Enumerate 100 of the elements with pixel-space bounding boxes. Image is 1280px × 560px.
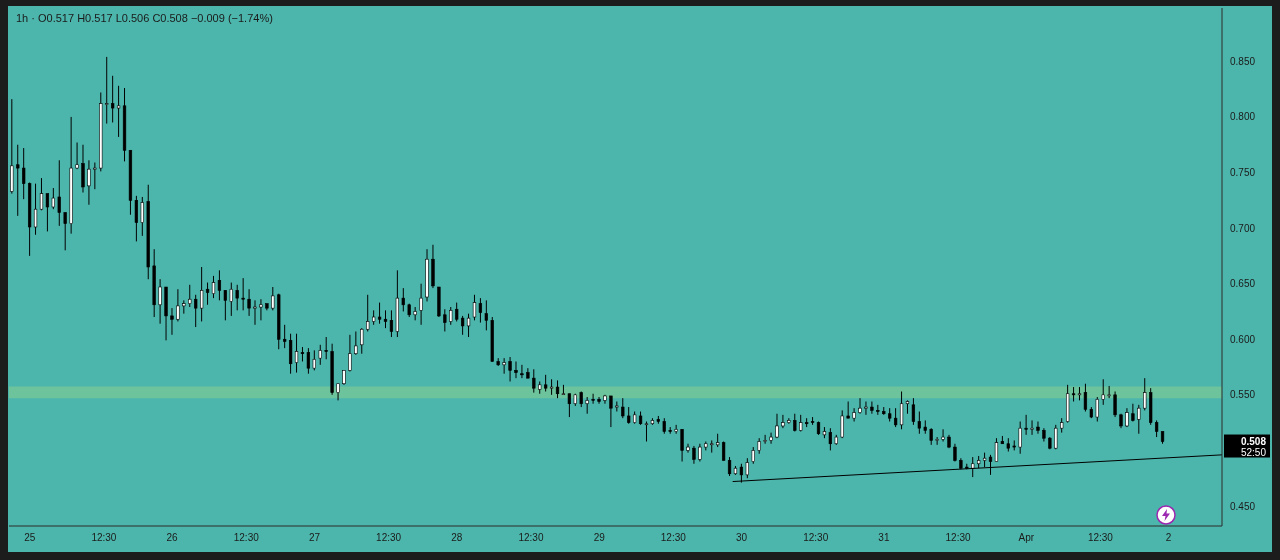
candlestick [105, 56, 109, 125]
candlestick [140, 196, 144, 237]
x-tick-label: 2 [1165, 532, 1172, 544]
candlestick [1143, 377, 1147, 411]
candlestick [1024, 414, 1028, 436]
candlestick [520, 364, 524, 379]
candlestick [1113, 391, 1117, 418]
y-tick-label: 0.450 [1230, 500, 1256, 512]
x-tick-label: 30 [735, 532, 748, 544]
candlestick [16, 144, 20, 217]
candlestick [194, 294, 198, 328]
y-tick-label: 0.750 [1230, 167, 1256, 179]
candlestick [170, 307, 174, 336]
candlestick [253, 299, 257, 326]
candlestick [158, 278, 162, 325]
x-tick-label: 12:30 [376, 532, 402, 544]
y-tick-label: 0.650 [1230, 278, 1256, 290]
candlestick [271, 286, 275, 311]
candlestick [1030, 419, 1034, 436]
chart-title: 1h · O0.517 H0.517 L0.506 C0.508 −0.009 (−1.74%) [16, 12, 273, 24]
candlestick [57, 159, 61, 227]
candlestick [312, 349, 316, 371]
candlestick [217, 269, 222, 301]
candlestick [567, 393, 572, 418]
candlestick [478, 297, 483, 324]
candlestick [1083, 383, 1088, 413]
candlestick [840, 409, 844, 439]
candlestick [1101, 378, 1105, 406]
candlestick [460, 315, 465, 336]
candlestick [318, 344, 322, 366]
candlestick [205, 282, 210, 306]
candlestick [941, 428, 945, 443]
candlestick [532, 368, 536, 394]
candlestick [680, 428, 684, 463]
candlestick [852, 407, 856, 423]
candlestick [116, 85, 121, 138]
candlestick [484, 299, 488, 331]
y-tick-label: 0.850 [1230, 55, 1256, 67]
x-tick-label: 12:30 [945, 532, 971, 544]
candlestick [710, 439, 714, 454]
candlestick [935, 436, 939, 446]
y-tick-label: 0.600 [1230, 333, 1256, 345]
candlestick [911, 397, 916, 426]
candlestick [502, 357, 506, 375]
candlestick [763, 434, 767, 445]
candlestick [348, 334, 352, 372]
x-tick-label: 12:30 [91, 532, 117, 544]
candlestick [377, 302, 382, 325]
candlestick [366, 294, 370, 332]
candlestick [828, 427, 832, 451]
candlestick [769, 432, 773, 445]
candlestick [93, 162, 97, 190]
candlestick [401, 287, 405, 312]
candlestick [45, 193, 50, 232]
x-tick-label: 29 [593, 532, 606, 544]
candlestick [87, 159, 91, 206]
candlestick [22, 147, 26, 200]
candlestick [870, 401, 874, 415]
x-tick-label: 28 [451, 532, 463, 544]
y-tick-label: 0.800 [1230, 111, 1256, 123]
candlestick [508, 356, 512, 382]
candlestick [176, 288, 180, 322]
candlestick [745, 457, 749, 479]
y-tick-label: 0.700 [1230, 222, 1256, 234]
candlestick [1071, 386, 1076, 402]
candlestick [443, 308, 447, 332]
candlestick [259, 298, 263, 321]
x-tick-label: 27 [308, 532, 321, 544]
candlestick [591, 393, 595, 405]
candlestick [324, 336, 328, 360]
x-tick-label: 12:30 [233, 532, 260, 544]
candlestick [609, 395, 613, 428]
candlestick [134, 195, 139, 242]
candlestick [1131, 403, 1135, 423]
x-tick-label: 25 [24, 532, 36, 544]
candlestick [223, 289, 227, 321]
candlestick [51, 187, 55, 210]
y-tick-label: 0.550 [1230, 389, 1256, 401]
x-tick-label: 26 [166, 532, 179, 544]
candlestick [354, 330, 358, 356]
price-tag: 0.508 52:50 [1224, 434, 1270, 458]
candlestick [306, 347, 311, 375]
candlestick [75, 142, 79, 170]
candlestick [241, 277, 245, 311]
candlestick [1095, 396, 1099, 423]
x-tick-label: 31 [878, 532, 890, 544]
candlestick [1018, 421, 1022, 455]
candlestick [229, 282, 233, 317]
x-tick-label: 12:30 [518, 532, 544, 544]
candlestick [419, 283, 423, 326]
candlestick [1137, 404, 1141, 435]
candlestick [858, 397, 862, 415]
candlestick [111, 75, 115, 123]
candlestick [1036, 421, 1040, 435]
candlestick [247, 288, 251, 317]
candlestick [644, 421, 649, 443]
candlestick [288, 333, 293, 375]
x-tick-label: 12:30 [803, 532, 829, 544]
candlestick [188, 284, 192, 308]
candlestick [514, 360, 518, 379]
